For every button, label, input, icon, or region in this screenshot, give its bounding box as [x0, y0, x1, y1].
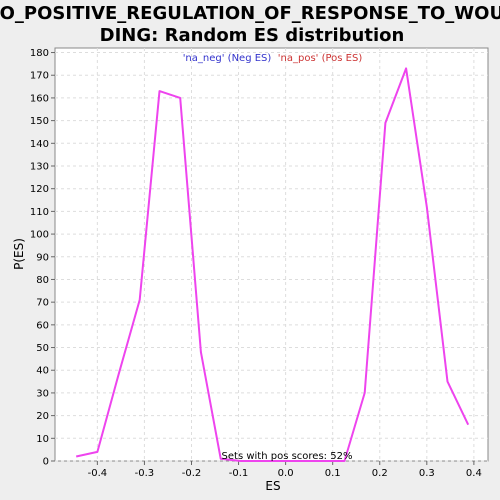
y-tick-label: 160	[30, 93, 49, 104]
y-tick-label: 70	[36, 298, 49, 309]
y-tick-label: 140	[30, 139, 49, 150]
legend-neg: 'na_neg' (Neg ES)	[183, 53, 272, 64]
y-tick-label: 110	[30, 207, 49, 218]
y-tick-label: 180	[30, 48, 49, 59]
x-axis-ticks: -0.4 -0.3 -0.2 -0.1 0.0 0.1 0.2 0.3 0.4	[88, 461, 482, 479]
y-tick-label: 90	[36, 252, 49, 263]
y-tick-label: 10	[36, 434, 49, 445]
x-axis-label: ES	[265, 479, 280, 493]
x-tick-label: -0.1	[229, 468, 249, 479]
x-tick-label: 0.4	[466, 468, 482, 479]
legend-pos: 'na_pos' (Pos ES)	[278, 53, 363, 64]
y-tick-label: 40	[36, 366, 49, 377]
y-tick-label: 130	[30, 162, 49, 173]
x-tick-label: -0.2	[182, 468, 202, 479]
x-tick-label: 0.0	[278, 468, 294, 479]
x-tick-label: 0.3	[419, 468, 435, 479]
y-tick-label: 60	[36, 320, 49, 331]
y-tick-label: 170	[30, 71, 49, 82]
y-tick-label: 80	[36, 275, 49, 286]
y-tick-label: 150	[30, 116, 49, 127]
x-tick-label: -0.4	[88, 468, 108, 479]
y-axis-label: P(ES)	[12, 238, 26, 270]
y-axis-ticks: 0 10 20 30 40 50 60 70 80 90 100 110 120 130 140 150 160…	[30, 48, 55, 468]
x-tick-label: 0.1	[325, 468, 341, 479]
y-tick-label: 0	[43, 457, 49, 468]
x-tick-label: 0.2	[372, 468, 388, 479]
chart-title-line-2: DING: Random ES distribution	[100, 25, 405, 46]
x-tick-label: -0.3	[135, 468, 155, 479]
series-line	[75, 67, 470, 462]
y-tick-label: 50	[36, 343, 49, 354]
plot-area	[54, 47, 489, 462]
y-tick-label: 20	[36, 411, 49, 422]
y-tick-label: 120	[30, 184, 49, 195]
chart-title-line-1: GO_POSITIVE_REGULATION_OF_RESPONSE_TO_WO…	[0, 3, 500, 24]
pos-score-note: Sets with pos scores: 52%	[222, 451, 353, 462]
y-tick-label: 100	[30, 230, 49, 241]
y-tick-label: 30	[36, 388, 49, 399]
